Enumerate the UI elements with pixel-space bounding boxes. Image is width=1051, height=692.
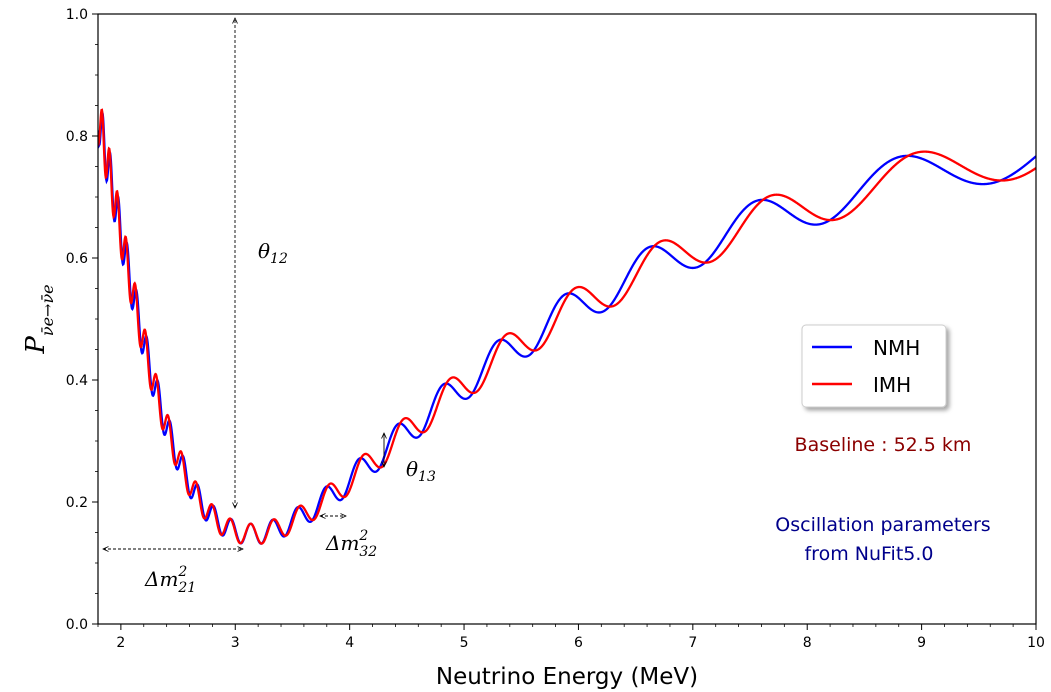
series-line-imh bbox=[98, 108, 1036, 545]
legend: NMH IMH bbox=[801, 324, 947, 408]
y-axis-label: Pν̄e→ν̄e bbox=[21, 284, 57, 354]
y-axis-label-group: Pν̄e→ν̄e bbox=[21, 284, 57, 354]
legend-box bbox=[801, 324, 947, 408]
y-tick-label: 0.2 bbox=[66, 495, 88, 511]
x-tick-label: 10 bbox=[1027, 635, 1045, 651]
series-layer bbox=[98, 108, 1036, 545]
params-text-line1: Oscillation parameters bbox=[775, 514, 990, 536]
x-tick-label: 5 bbox=[460, 635, 469, 651]
x-tick-label: 2 bbox=[116, 635, 125, 651]
x-tick-label: 9 bbox=[917, 635, 926, 651]
annotation-arrows bbox=[103, 18, 384, 549]
params-text-line2: from NuFit5.0 bbox=[804, 543, 933, 565]
x-tick-label: 7 bbox=[688, 635, 697, 651]
y-tick-label: 0.6 bbox=[66, 251, 88, 267]
y-tick-label: 0.4 bbox=[66, 373, 88, 389]
y-tick-label: 1.0 bbox=[66, 7, 88, 23]
x-tick-label: 6 bbox=[574, 635, 583, 651]
x-axis-label: Neutrino Energy (MeV) bbox=[436, 664, 698, 690]
y-tick-label: 0.8 bbox=[66, 129, 88, 145]
legend-label-nmh: NMH bbox=[873, 336, 920, 360]
x-tick-label: 4 bbox=[345, 635, 354, 651]
baseline-text: Baseline : 52.5 km bbox=[795, 434, 972, 456]
x-tick-label: 8 bbox=[803, 635, 812, 651]
theta13-label: θ13 bbox=[406, 457, 436, 485]
legend-label-imh: IMH bbox=[873, 373, 911, 397]
x-tick-label: 3 bbox=[231, 635, 240, 651]
theta12-label: θ12 bbox=[258, 239, 288, 267]
dm32-label: Δm2 32 bbox=[325, 528, 377, 560]
y-tick-label: 0.0 bbox=[66, 617, 88, 633]
ticks-layer: 2 3 4 5 6 7 8 9 10 0.0 0.2 0.4 0.6 0.8 1.0 bbox=[66, 7, 1045, 651]
dm21-label: Δm2 21 bbox=[144, 564, 196, 596]
